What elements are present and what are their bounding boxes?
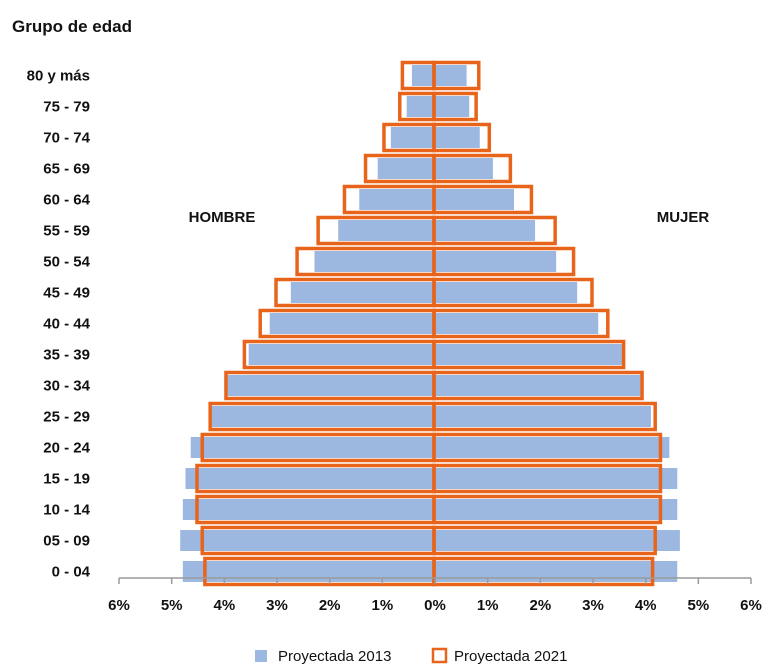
bar-2021-mujer <box>432 60 481 91</box>
category-label: 50 - 54 <box>43 254 90 271</box>
bar-2013-mujer <box>435 251 557 272</box>
x-tick-label: 4% <box>213 597 235 614</box>
legend: Proyectada 2013 Proyectada 2021 <box>255 647 567 665</box>
bar-2013-hombre <box>390 127 433 148</box>
series-2013-bars <box>180 65 680 582</box>
left-sex-label: HOMBRE <box>189 209 256 226</box>
bar-2013-hombre <box>290 282 433 303</box>
bar-2013-hombre <box>377 158 433 179</box>
category-label: 40 - 44 <box>43 316 90 333</box>
category-labels: 80 y más 75 - 79 70 - 74 65 - 69 60 - 64 55 -… <box>27 68 91 581</box>
bar-2013-mujer <box>435 282 578 303</box>
x-axis: 6% 5% 4% 3% 2% 1% 0% 1% 2% 3% 4% 5% 6% <box>108 577 762 614</box>
bar-2021-mujer <box>432 184 534 215</box>
x-tick-label: 5% <box>687 597 709 614</box>
bar-2013-mujer <box>435 127 480 148</box>
bar-2013-mujer <box>435 220 536 241</box>
x-tick-label: 5% <box>161 597 183 614</box>
legend-label-2013: Proyectada 2013 <box>278 648 391 665</box>
bar-2021-mujer <box>432 91 478 122</box>
x-tick-label: 3% <box>582 597 604 614</box>
bar-2021-mujer <box>432 277 594 308</box>
x-tick-label: 4% <box>635 597 657 614</box>
bar-2013-mujer <box>435 96 470 117</box>
category-label: 15 - 19 <box>43 471 90 488</box>
bar-2013-hombre <box>182 499 433 520</box>
bar-2013-mujer <box>435 561 678 582</box>
category-label: 55 - 59 <box>43 223 90 240</box>
bar-2013-mujer <box>435 468 678 489</box>
bar-2013-hombre <box>411 65 433 86</box>
bar-2013-hombre <box>406 96 433 117</box>
bar-2013-hombre <box>185 468 433 489</box>
bar-2021-mujer <box>432 339 626 370</box>
bar-2013-mujer <box>435 499 678 520</box>
category-label: 10 - 14 <box>43 502 90 519</box>
y-axis-title: Grupo de edad <box>12 17 132 36</box>
bar-2013-mujer <box>435 375 641 396</box>
bar-2021-mujer <box>432 153 513 184</box>
x-tick-label: 6% <box>108 597 130 614</box>
bar-2021-mujer <box>432 308 610 339</box>
bar-2013-hombre <box>180 530 433 551</box>
bar-2013-mujer <box>435 65 467 86</box>
category-label: 60 - 64 <box>43 192 90 209</box>
bar-2021-mujer <box>432 215 557 246</box>
right-sex-label: MUJER <box>657 209 710 226</box>
bar-2013-hombre <box>211 406 433 427</box>
bar-2013-mujer <box>435 158 493 179</box>
bar-2013-hombre <box>182 561 433 582</box>
category-label: 35 - 39 <box>43 347 90 364</box>
x-tick-label: 1% <box>371 597 393 614</box>
bar-2021-mujer <box>432 494 663 525</box>
bar-2021-mujer <box>432 556 655 587</box>
x-tick-label: 2% <box>319 597 341 614</box>
bar-2013-mujer <box>435 437 670 458</box>
category-label: 75 - 79 <box>43 99 90 116</box>
category-label: 30 - 34 <box>43 378 90 395</box>
x-tick-label: 2% <box>529 597 551 614</box>
bar-2013-mujer <box>435 406 651 427</box>
x-tick-label: 6% <box>740 597 762 614</box>
legend-swatch-2013 <box>255 650 267 662</box>
bar-2013-mujer <box>435 344 622 365</box>
bar-2013-hombre <box>190 437 433 458</box>
category-label: 70 - 74 <box>43 130 90 147</box>
legend-label-2021: Proyectada 2021 <box>454 648 567 665</box>
category-label: 80 y más <box>27 68 90 85</box>
bar-2013-hombre <box>359 189 433 210</box>
bar-2021-mujer <box>432 370 644 401</box>
bar-2013-mujer <box>435 189 514 210</box>
bar-2013-mujer <box>435 313 599 334</box>
legend-swatch-2021 <box>431 647 448 664</box>
bar-2013-hombre <box>227 375 433 396</box>
category-label: 20 - 24 <box>43 440 90 457</box>
bar-2021-mujer <box>432 246 576 277</box>
bar-2021-mujer <box>432 463 663 494</box>
category-label: 0 - 04 <box>52 564 91 581</box>
bar-2013-hombre <box>269 313 433 334</box>
bar-2021-mujer <box>432 432 663 463</box>
category-label: 05 - 09 <box>43 533 90 550</box>
bar-2013-hombre <box>338 220 433 241</box>
x-tick-label: 1% <box>477 597 499 614</box>
bar-2013-hombre <box>314 251 433 272</box>
x-tick-label: 0% <box>424 597 446 614</box>
x-tick-label: 3% <box>266 597 288 614</box>
bar-2021-mujer <box>432 401 657 432</box>
series-2021-bars <box>195 60 663 587</box>
bar-2013-mujer <box>435 530 680 551</box>
category-label: 65 - 69 <box>43 161 90 178</box>
bar-2013-hombre <box>248 344 433 365</box>
bar-2021-mujer <box>432 122 492 153</box>
category-label: 25 - 29 <box>43 409 90 426</box>
bar-2021-mujer <box>432 525 657 556</box>
category-label: 45 - 49 <box>43 285 90 302</box>
